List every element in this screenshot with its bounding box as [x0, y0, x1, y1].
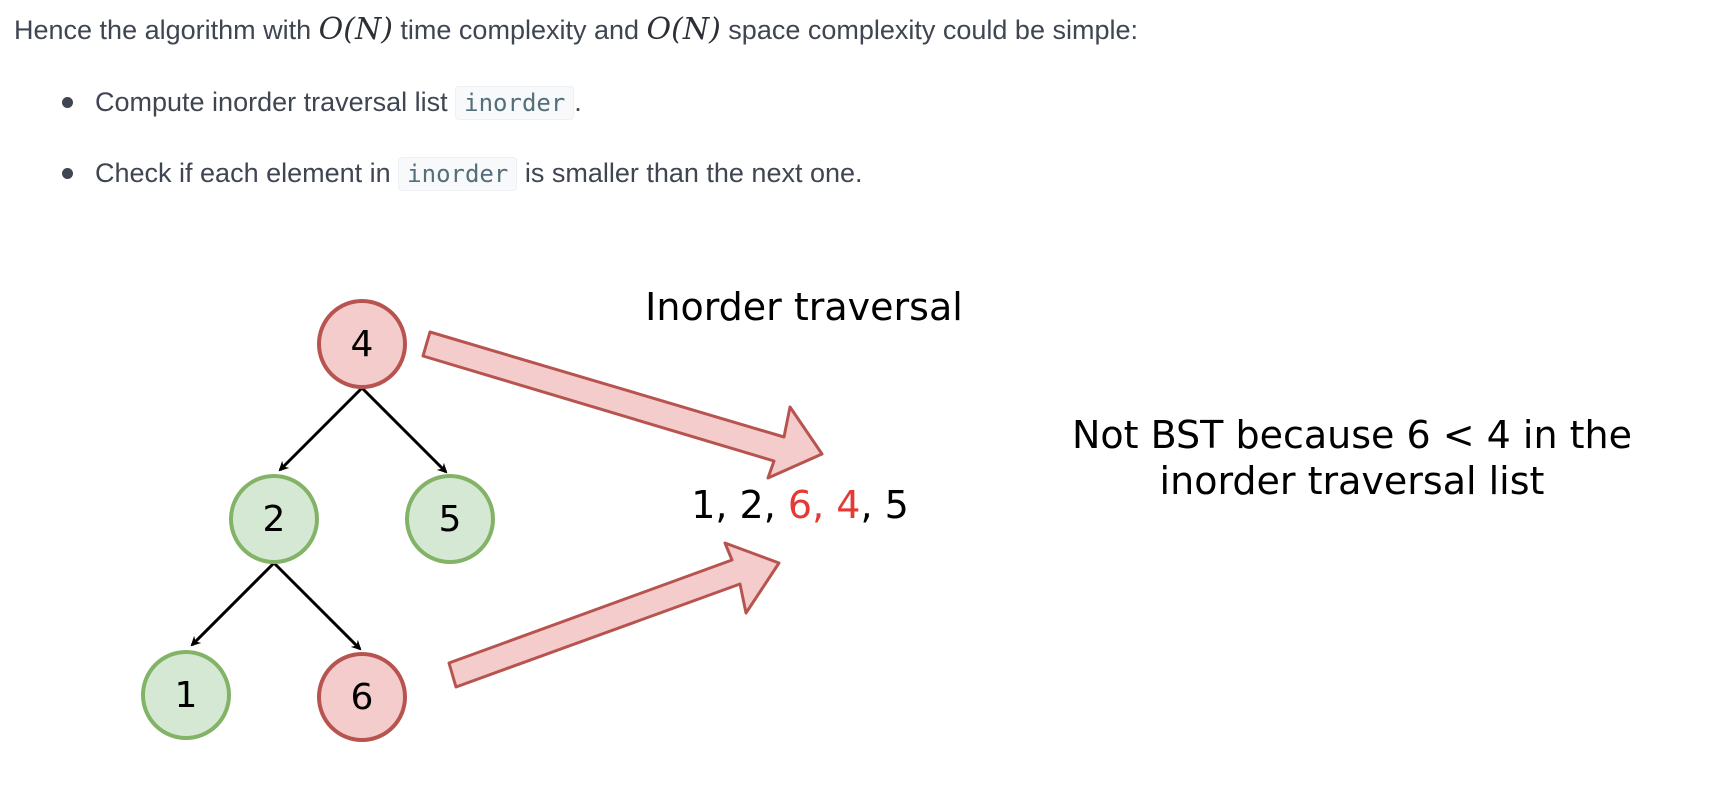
- step-text-end: is smaller than the next one.: [517, 158, 863, 188]
- node-label: 4: [351, 324, 374, 365]
- traversal-value: 4: [836, 483, 860, 527]
- arrow-right-icon: [421, 330, 824, 480]
- step-text: Check if each element in: [95, 158, 399, 188]
- intro-middle: time complexity and: [392, 15, 647, 45]
- traversal-separator: ,: [715, 483, 739, 527]
- note-line-1: Not BST because 6 < 4 in the: [1072, 413, 1632, 457]
- traversal-separator: ,: [860, 483, 884, 527]
- list-item: Compute inorder traversal list inorder.: [62, 80, 582, 125]
- node-label: 2: [263, 499, 286, 540]
- traversal-separator: ,: [764, 483, 788, 527]
- time-complexity: O(N): [318, 12, 393, 47]
- bullet-icon: [62, 97, 73, 108]
- list-item: Check if each element in inorder is smal…: [62, 151, 863, 196]
- traversal-separator: ,: [812, 483, 836, 527]
- node-label: 6: [351, 677, 374, 718]
- traversal-list: 1, 2, 6, 4, 5: [691, 483, 909, 527]
- node-6: 6: [317, 652, 407, 742]
- intro-sentence: Hence the algorithm with O(N) time compl…: [14, 10, 1138, 50]
- node-4: 4: [317, 299, 407, 389]
- note-line-2: inorder traversal list: [1160, 459, 1545, 503]
- inline-code: inorder: [398, 157, 518, 191]
- traversal-value: 1: [691, 483, 715, 527]
- edge-2-1: [190, 561, 276, 647]
- traversal-value: 6: [788, 483, 812, 527]
- edge-2-6: [272, 561, 362, 651]
- edge-4-2: [278, 386, 364, 472]
- step-text-end: .: [574, 87, 582, 117]
- intro-prefix: Hence the algorithm with: [14, 15, 319, 45]
- node-label: 5: [439, 499, 462, 540]
- space-complexity: O(N): [646, 12, 721, 47]
- inline-code: inorder: [455, 86, 575, 120]
- intro-suffix: space complexity could be simple:: [720, 15, 1138, 45]
- edge-4-5: [360, 386, 448, 474]
- node-2: 2: [229, 474, 319, 564]
- arrow-right-icon: [447, 541, 781, 689]
- bullet-icon: [62, 168, 73, 179]
- tree-edges: [190, 386, 448, 651]
- traversal-value: 5: [885, 483, 909, 527]
- diagram-title: Inorder traversal: [645, 285, 963, 329]
- node-5: 5: [405, 474, 495, 564]
- traversal-value: 2: [740, 483, 764, 527]
- node-label: 1: [175, 675, 198, 716]
- step-text: Compute inorder traversal list: [95, 87, 456, 117]
- node-1: 1: [141, 650, 231, 740]
